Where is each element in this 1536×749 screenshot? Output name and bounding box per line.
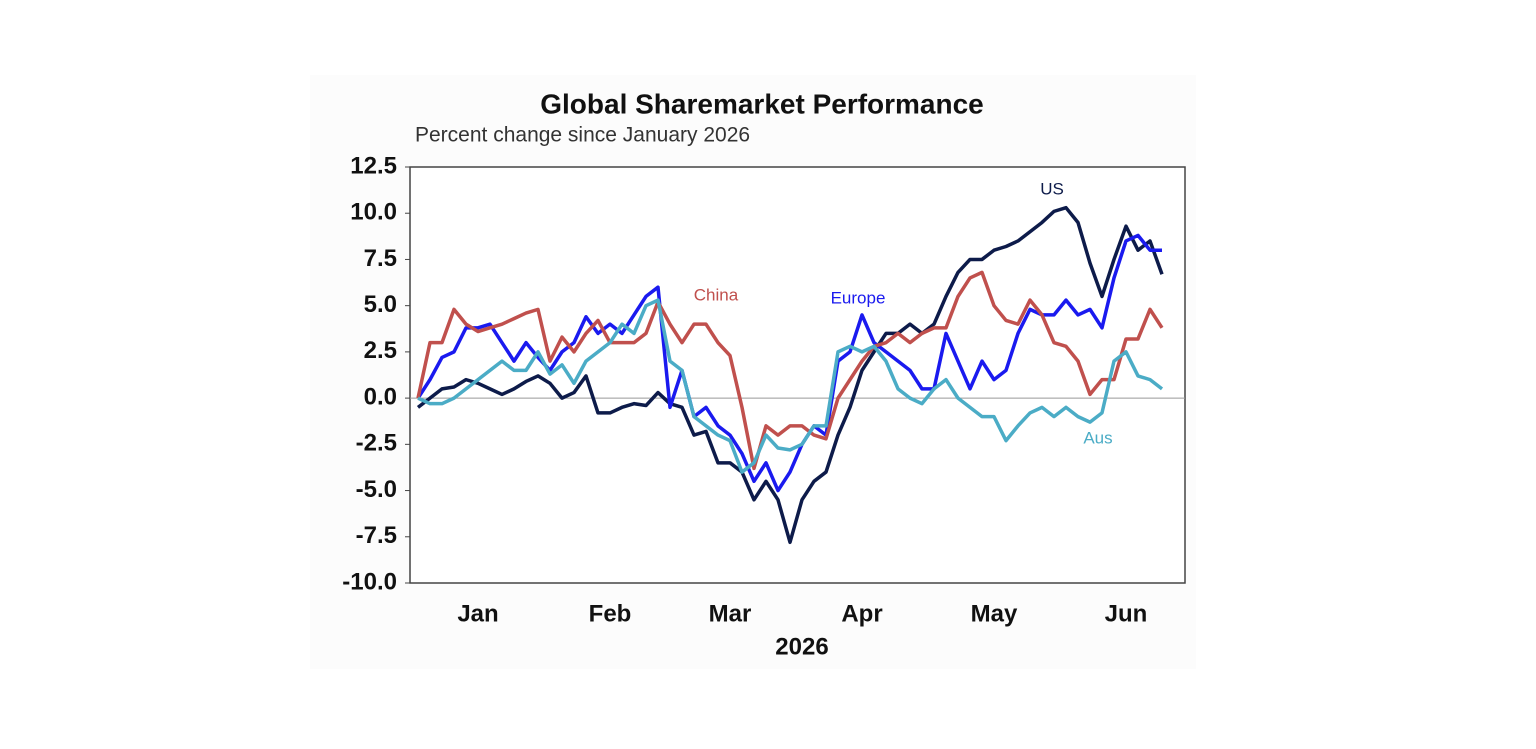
y-tick-label: 2.5 — [364, 337, 397, 364]
x-axis-label: 2026 — [775, 633, 828, 660]
series-line — [416, 270, 1164, 471]
x-tick-label: May — [971, 600, 1018, 627]
y-tick-label: -7.5 — [356, 522, 397, 549]
y-tick-label: 5.0 — [364, 291, 397, 318]
x-tick-label: Apr — [841, 600, 882, 627]
y-tick-label: -5.0 — [356, 476, 397, 503]
y-tick-label: 0.0 — [364, 383, 397, 410]
series-line — [417, 298, 1164, 474]
series-label: US — [1040, 179, 1064, 198]
series-label: China — [694, 285, 739, 304]
chart-subtitle: Percent change since January 2026 — [415, 124, 750, 147]
series-label: Aus — [1083, 428, 1112, 447]
x-tick-label: Jun — [1105, 600, 1148, 627]
chart-title: Global Sharemarket Performance — [540, 88, 984, 119]
x-tick-label: Jan — [457, 600, 498, 627]
series-line — [416, 205, 1164, 545]
y-tick-label: 7.5 — [364, 245, 397, 272]
x-tick-label: Feb — [589, 600, 632, 627]
x-tick-label: Mar — [709, 600, 752, 627]
y-tick-label: -2.5 — [356, 430, 397, 457]
y-tick-label: 10.0 — [350, 199, 397, 226]
series-label: Europe — [831, 288, 886, 307]
y-tick-label: -10.0 — [342, 568, 397, 595]
y-tick-label: 12.5 — [350, 152, 397, 179]
